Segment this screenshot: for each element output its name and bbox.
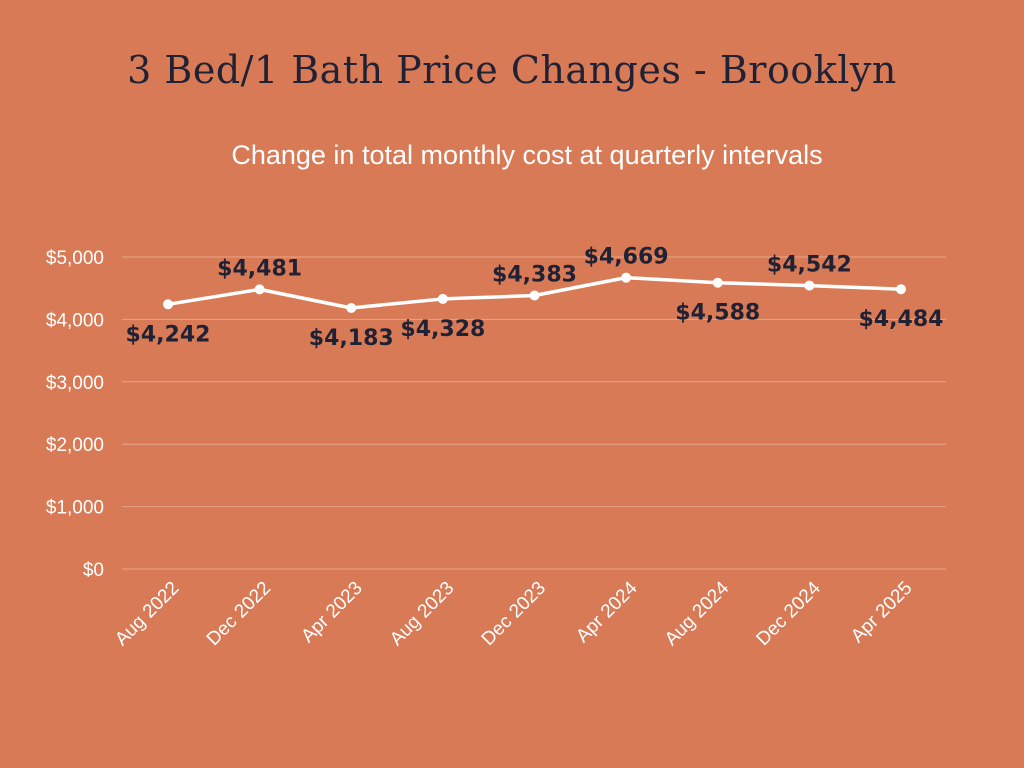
data-point [254,284,265,295]
data-point [163,299,173,310]
data-label: $4,242 [126,322,211,347]
data-label: $4,481 [217,256,302,281]
data-points [163,272,906,313]
data-point [437,293,448,304]
y-axis-ticks: $0 $1,000 $2,000 $3,000 $4,000 $5,000 [46,248,104,581]
y-tick-label: $4,000 [46,310,104,331]
x-tick-label: Dec 2023 [478,578,550,650]
y-tick-label: $3,000 [46,373,104,394]
y-tick-label: $2,000 [46,435,104,456]
data-point [804,280,815,291]
chart-subtitle: Change in total monthly cost at quarterl… [231,140,823,170]
x-tick-label: Apr 2024 [572,577,642,647]
data-label: $4,484 [859,307,944,332]
data-label: $4,669 [584,245,669,270]
data-label: $4,542 [767,253,852,278]
y-tick-label: $1,000 [46,498,104,519]
x-tick-label: Aug 2022 [111,578,183,650]
data-point [896,284,906,295]
data-labels: $4,242 $4,481 $4,183 $4,328 $4,383 $4,669 $4,5… [126,245,944,351]
grid-lines [122,256,946,570]
data-point [621,272,632,283]
x-axis-ticks: Aug 2022 Dec 2022 Apr 2023 Aug 2023 Dec 2023… [111,577,916,650]
x-tick-label: Dec 2024 [753,577,826,650]
data-label: $4,328 [400,317,485,342]
data-point [712,277,723,288]
data-label: $4,588 [675,301,760,326]
chart-title: 3 Bed/1 Bath Price Changes - Brooklyn [127,48,897,92]
x-tick-label: Apr 2025 [847,578,916,647]
data-point [346,302,357,313]
y-tick-label: $0 [83,560,104,581]
data-point [529,290,540,301]
y-tick-label: $5,000 [46,248,104,269]
x-tick-label: Aug 2024 [661,577,734,650]
x-tick-label: Aug 2023 [386,578,458,650]
data-label: $4,183 [309,326,394,351]
data-label: $4,383 [492,263,577,288]
x-tick-label: Apr 2023 [297,578,366,647]
x-tick-label: Dec 2022 [203,578,275,650]
